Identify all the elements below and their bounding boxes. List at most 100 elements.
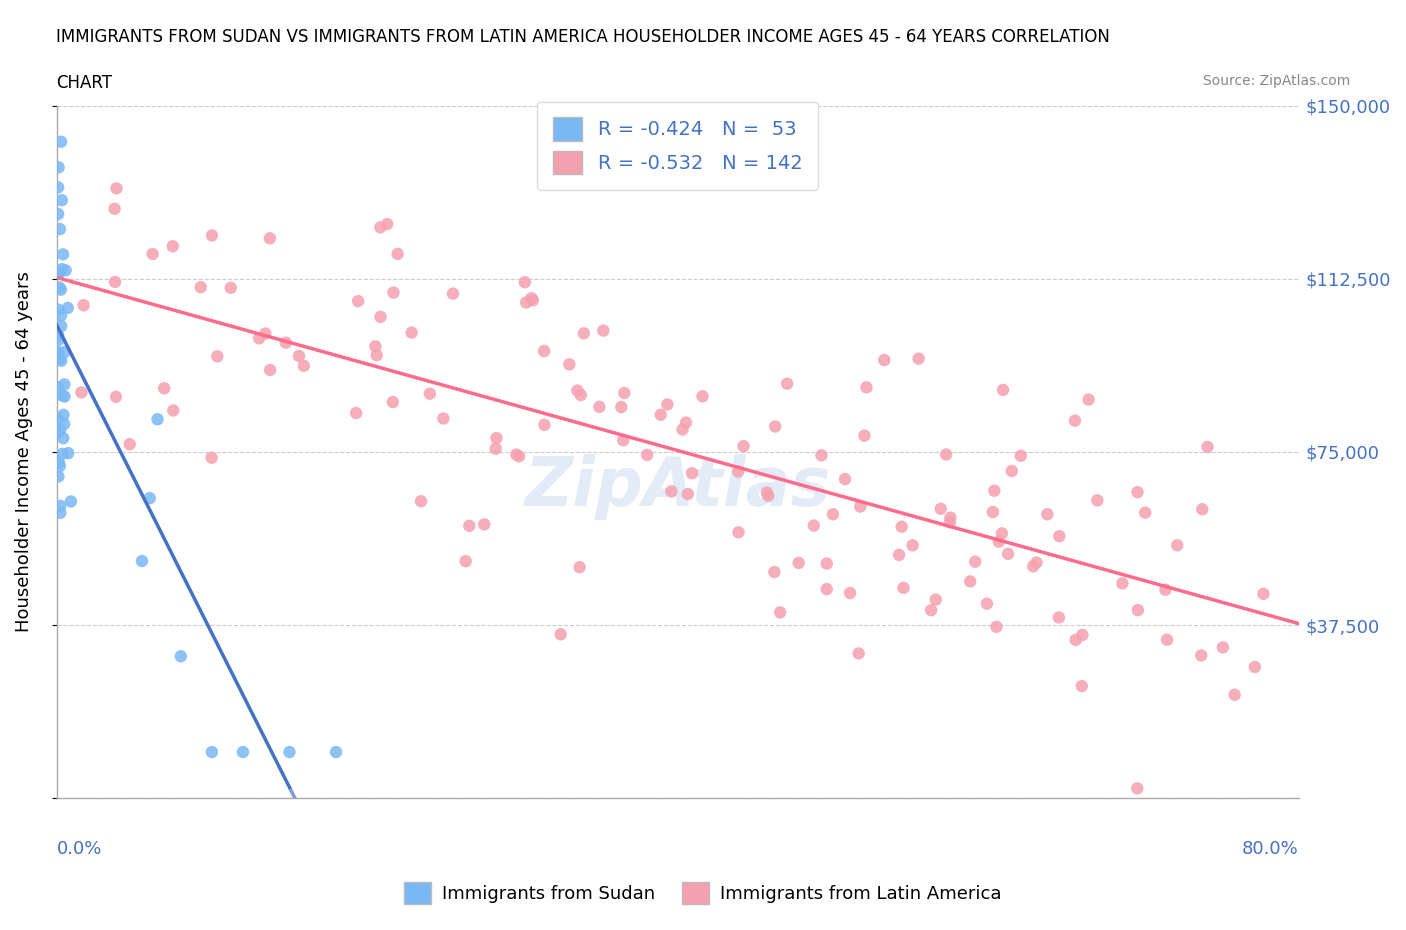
Point [776,377,799,392]
Point [1154,582,1177,597]
Point [636,447,658,462]
Point [387,246,409,261]
Point [432,411,454,426]
Point [1212,640,1234,655]
Point [515,295,537,310]
Point [55,263,77,278]
Point [929,501,952,516]
Point [613,386,636,401]
Point [485,441,508,456]
Point [986,619,1008,634]
Point [53,417,76,432]
Point [46,345,69,360]
Point [1111,576,1133,591]
Point [70,385,93,400]
Point [997,547,1019,562]
Point [513,274,536,289]
Point [727,464,749,479]
Point [51,261,73,276]
Point [839,586,862,601]
Point [344,405,367,420]
Point [104,390,127,405]
Point [1244,659,1267,674]
Point [887,548,910,563]
Point [1189,648,1212,663]
Point [292,358,315,373]
Point [1126,781,1149,796]
Point [53,377,76,392]
Legend: Immigrants from Sudan, Immigrants from Latin America: Immigrants from Sudan, Immigrants from L… [396,875,1010,911]
Point [49,134,72,149]
Point [254,326,277,341]
Point [46,75,69,90]
Text: ZipAtlas: ZipAtlas [524,454,831,520]
Point [201,450,224,465]
Point [49,423,72,438]
Point [162,239,184,254]
Point [520,291,543,306]
Point [139,491,162,506]
Point [1036,507,1059,522]
Point [46,327,69,342]
Point [676,486,699,501]
Point [1047,528,1070,543]
Point [572,326,595,340]
Point [893,580,915,595]
Point [733,439,755,454]
Point [920,603,942,618]
Point [991,382,1014,397]
Point [441,286,464,301]
Point [522,293,544,308]
Point [508,449,530,464]
Point [51,446,73,461]
Point [939,515,962,530]
Point [925,592,948,607]
Point [49,458,72,473]
Point [170,649,193,664]
Point [52,431,75,445]
Point [46,411,69,426]
Point [364,339,387,353]
Point [51,353,73,368]
Point [1010,448,1032,463]
Point [51,75,73,90]
Point [1085,493,1108,508]
Point [153,381,176,396]
Point [763,419,786,434]
Point [72,298,94,312]
Point [550,627,572,642]
Point [46,346,69,361]
Point [1071,628,1094,643]
Point [219,281,242,296]
Point [965,554,987,569]
Point [370,310,392,325]
Point [849,499,872,514]
Point [727,525,749,539]
Point [201,745,224,760]
Point [890,519,912,534]
Point [592,323,614,338]
Point [1166,538,1188,552]
Point [1077,392,1099,407]
Point [232,745,254,760]
Point [901,538,924,552]
Point [142,246,165,261]
Point [46,206,69,221]
Point [569,388,592,403]
Point [588,399,610,414]
Point [671,422,693,437]
Point [659,484,682,498]
Point [162,403,184,418]
Point [1047,610,1070,625]
Point [382,286,405,300]
Text: IMMIGRANTS FROM SUDAN VS IMMIGRANTS FROM LATIN AMERICA HOUSEHOLDER INCOME AGES 4: IMMIGRANTS FROM SUDAN VS IMMIGRANTS FROM… [56,28,1111,46]
Point [1223,687,1246,702]
Point [533,418,555,432]
Text: Source: ZipAtlas.com: Source: ZipAtlas.com [1202,74,1350,88]
Point [105,181,128,196]
Point [49,308,72,323]
Point [1197,440,1219,455]
Point [533,343,555,358]
Point [49,221,72,236]
Point [401,326,423,340]
